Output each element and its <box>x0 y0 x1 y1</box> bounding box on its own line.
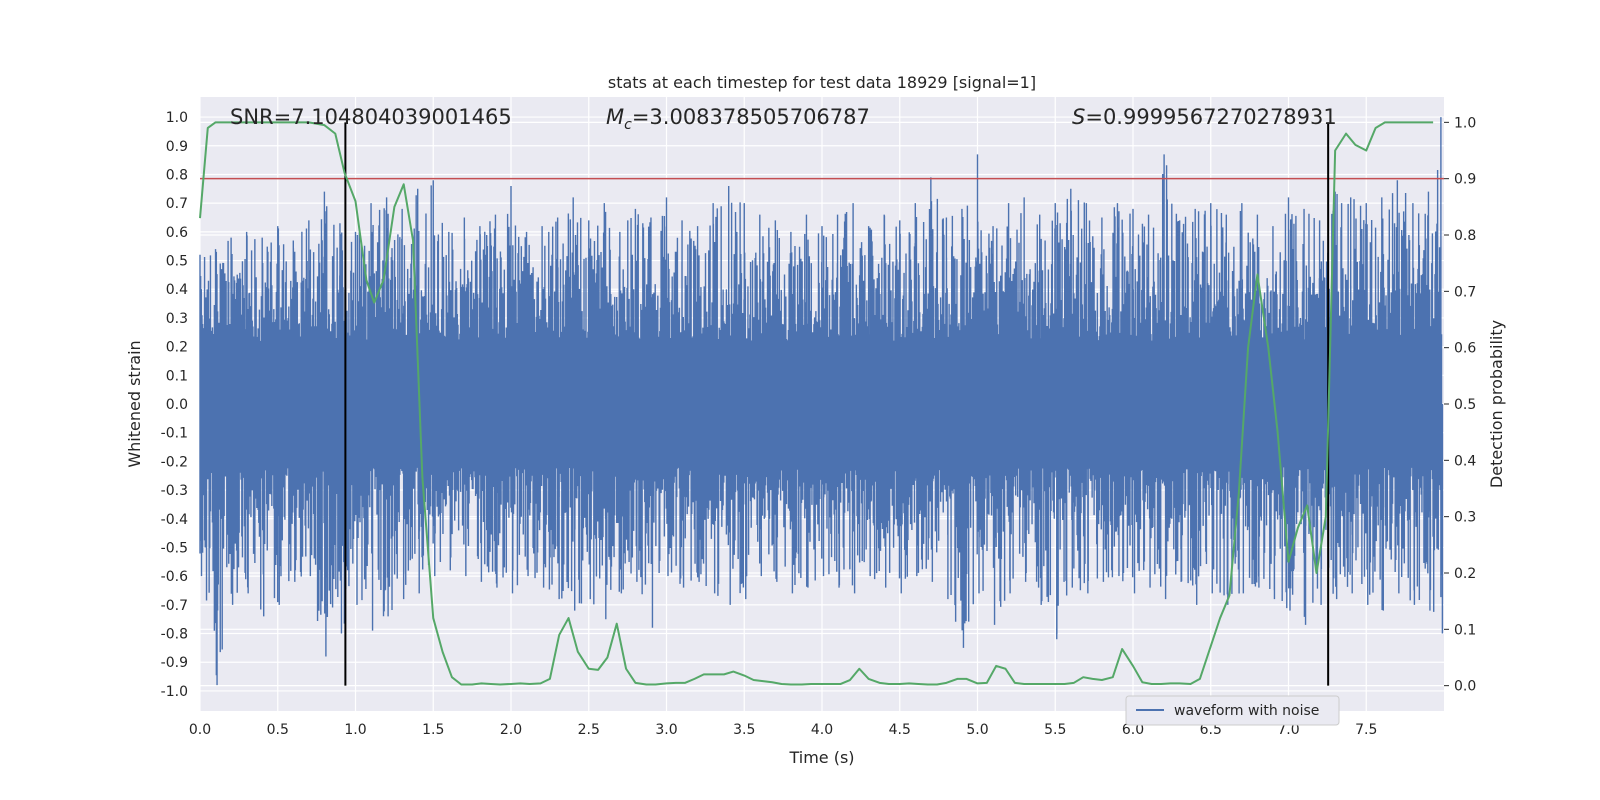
y-tick-label: -0.6 <box>161 569 188 585</box>
y2-tick-label: 0.4 <box>1454 453 1476 469</box>
x-tick-label: 7.5 <box>1355 722 1377 738</box>
y2-tick-label: 0.1 <box>1454 622 1476 638</box>
x-tick-label: 0.0 <box>189 722 211 738</box>
x-ticks: 0.0 0.5 1.0 1.5 2.0 2.5 3.0 3.5 4.0 4.5 5.0 5.5 6.0 6… <box>189 722 1378 738</box>
y-tick-label: -0.1 <box>161 426 188 442</box>
legend-box <box>1125 695 1340 726</box>
chirp-mass-symbol: M <box>606 105 624 129</box>
x-tick-label: 2.5 <box>578 722 600 738</box>
legend: waveform with noise <box>1125 695 1340 726</box>
chirp-mass-value: =3.008378505706787 <box>632 105 870 129</box>
y-tick-label: 0.6 <box>166 225 188 241</box>
y-tick-label: 0.5 <box>166 254 188 270</box>
probability-series <box>199 121 1434 686</box>
y-tick-label: 0.3 <box>166 311 188 327</box>
x-tick-label: 3.0 <box>655 722 677 738</box>
y-tick-label: 0.4 <box>166 282 188 298</box>
y2-tick-label: 0.9 <box>1454 172 1476 188</box>
y2-tick-label: 0.3 <box>1454 510 1476 526</box>
y2-tick-label: 1.0 <box>1454 115 1476 131</box>
x-tick-label: 7.0 <box>1277 722 1299 738</box>
y-ticks: 1.0 0.9 0.8 0.7 0.6 0.5 0.4 0.3 0.2 0.1 0.0 -0.1 -0.… <box>161 110 188 700</box>
s-annotation: S=0.9999567270278931 <box>1072 105 1337 129</box>
y-tick-label: -1.0 <box>161 684 188 700</box>
y-tick-label: -0.8 <box>161 627 188 643</box>
s-symbol: S <box>1072 105 1085 129</box>
detection-probability-line <box>199 121 1434 686</box>
x-tick-label: 6.0 <box>1122 722 1144 738</box>
chart-title: stats at each timestep for test data 189… <box>608 73 1036 92</box>
x-tick-label: 3.5 <box>733 722 755 738</box>
y-tick-label: 0.8 <box>166 167 188 183</box>
x-axis-label: Time (s) <box>788 748 854 767</box>
s-value: =0.9999567270278931 <box>1085 105 1336 129</box>
waveform-series <box>199 117 1444 686</box>
y2-tick-label: 0.5 <box>1454 397 1476 413</box>
x-tick-label: 0.5 <box>267 722 289 738</box>
y-tick-label: -0.4 <box>161 512 188 528</box>
x-tick-label: 5.5 <box>1044 722 1066 738</box>
y2-tick-label: 0.7 <box>1454 284 1476 300</box>
y-tick-label: -0.3 <box>161 483 188 499</box>
y-tick-label: 0.9 <box>166 139 188 155</box>
y2-axis-label: Detection probability <box>1487 320 1506 488</box>
x-tick-label: 1.5 <box>422 722 444 738</box>
chirp-mass-annotation: Mc=3.008378505706787 <box>606 105 870 133</box>
chirp-mass-subscript: c <box>624 117 632 133</box>
y2-tick-label: 0.0 <box>1454 679 1476 695</box>
y-tick-label: -0.2 <box>161 454 188 470</box>
y-tick-label: 0.2 <box>166 340 188 356</box>
y2-ticks: 1.0 0.9 0.8 0.7 0.6 0.5 0.4 0.3 0.2 0.1 0.0 <box>1444 115 1476 695</box>
x-tick-label: 4.0 <box>811 722 833 738</box>
y2-tick-label: 0.6 <box>1454 341 1476 357</box>
y-tick-label: 0.7 <box>166 196 188 212</box>
x-tick-label: 4.5 <box>889 722 911 738</box>
y-tick-label: -0.9 <box>161 655 188 671</box>
x-tick-label: 2.0 <box>500 722 522 738</box>
y2-tick-label: 0.2 <box>1454 566 1476 582</box>
x-tick-label: 1.0 <box>344 722 366 738</box>
x-tick-label: 6.5 <box>1200 722 1222 738</box>
y-tick-label: 0.0 <box>166 397 188 413</box>
y-tick-label: -0.7 <box>161 598 188 614</box>
y-axis-label: Whitened strain <box>125 340 144 467</box>
y-tick-label: 1.0 <box>166 110 188 126</box>
y-tick-label: -0.5 <box>161 540 188 556</box>
legend-label: waveform with noise <box>1174 703 1319 719</box>
x-tick-label: 5.0 <box>966 722 988 738</box>
waveform-line <box>199 117 1444 686</box>
y-tick-label: 0.1 <box>166 368 188 384</box>
snr-annotation: SNR=7.104804039001465 <box>230 105 512 129</box>
y2-tick-label: 0.8 <box>1454 228 1476 244</box>
